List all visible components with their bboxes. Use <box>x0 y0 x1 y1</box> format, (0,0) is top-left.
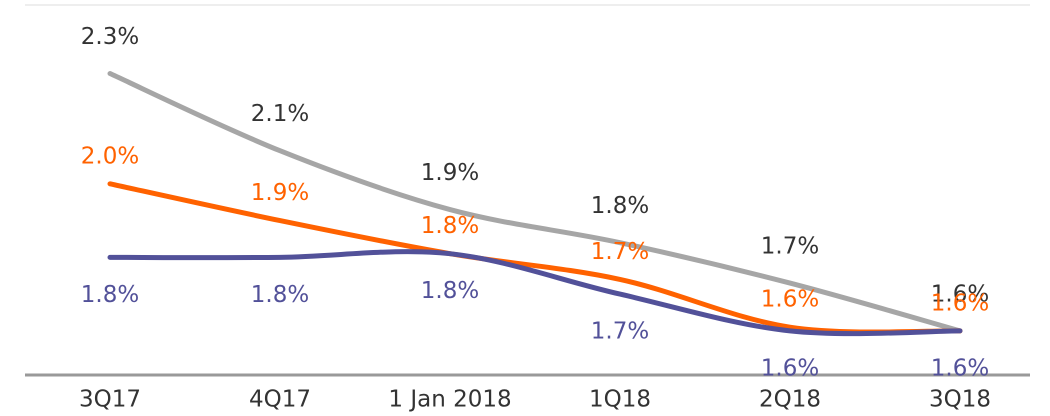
data-label: 1.6% <box>931 281 989 307</box>
x-tick-label: 1 Jan 2018 <box>388 387 511 413</box>
data-label: 2.3% <box>81 24 139 50</box>
data-label: 1.6% <box>761 287 819 313</box>
data-label: 2.1% <box>251 101 309 127</box>
data-label: 1.9% <box>421 160 479 186</box>
x-tick-label: 1Q18 <box>589 387 651 413</box>
data-label: 1.8% <box>421 213 479 239</box>
data-label: 1.7% <box>591 239 649 265</box>
x-tick-label: 3Q17 <box>79 387 141 413</box>
data-label: 1.7% <box>761 234 819 260</box>
data-label: 1.8% <box>251 282 309 308</box>
line <box>107 71 963 334</box>
x-tick-label: 4Q17 <box>249 387 311 413</box>
x-tick-label: 2Q18 <box>759 387 821 413</box>
data-label: 1.9% <box>251 180 309 206</box>
x-tick-label: 3Q18 <box>929 387 991 413</box>
data-label: 1.8% <box>81 282 139 308</box>
data-label: 1.8% <box>591 193 649 219</box>
data-label: 1.6% <box>761 355 819 381</box>
data-label: 2.0% <box>81 143 139 169</box>
line <box>107 249 963 337</box>
data-label: 1.8% <box>421 278 479 304</box>
data-label: 1.6% <box>931 290 989 316</box>
line <box>107 181 963 335</box>
data-label: 1.7% <box>591 319 649 345</box>
data-label: 1.6% <box>931 355 989 381</box>
